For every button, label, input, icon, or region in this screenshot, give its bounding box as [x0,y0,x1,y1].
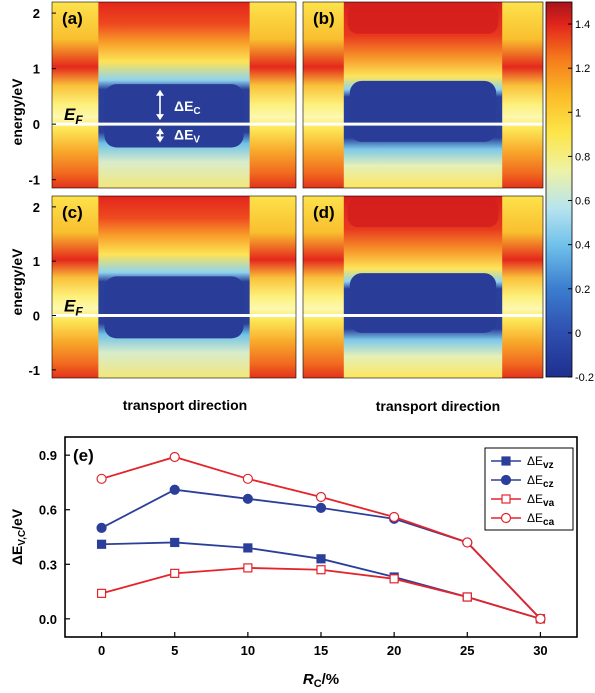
data-point-circle [500,512,512,524]
heatmap-ytick: 0 [33,117,40,132]
heatmap-frame [51,1,297,189]
colorbar-tick-label: 0.2 [575,284,590,296]
data-point-circle [169,451,180,463]
data-point-square [316,554,326,564]
colorbar-tick-label: 0 [575,328,581,340]
xtick-label: 10 [241,643,255,658]
xtick-label: 30 [533,643,547,658]
heatmap-ytick: -1 [28,363,40,378]
xtick-label: 15 [314,643,328,658]
data-point-square [316,565,326,575]
heatmap-frame [302,195,544,379]
xaxis-label: RC/% [303,671,339,690]
panel-label-e: (e) [73,446,94,465]
panel-label: (d) [313,203,335,222]
colorbar-tick-label: 0.4 [575,240,590,252]
data-point-circle [96,473,107,484]
heatmap-panel-1: (b) [302,1,544,189]
data-point-circle [169,484,180,495]
data-point-circle [535,613,546,624]
data-point-circle [242,493,253,504]
heatmap-xlabel-left: transport direction [123,397,247,413]
colorbar-ticks: 1.4 1.2 1 0.8 0.6 0.4 0.2 0 -0.2 [568,19,594,384]
data-point-circle [315,502,327,514]
yaxis-label: ΔEV,C/eV [9,508,28,565]
data-point-square [501,456,511,466]
xtick-label: 0 [98,643,105,658]
series-va [96,563,546,624]
colorbar-tick-label: -0.2 [575,372,594,384]
data-point-square [96,588,107,598]
data-point-square [243,543,253,553]
colorbar-tick-label: 1.2 [575,63,590,75]
arrow-head-icon [156,114,164,121]
ytick-label: 0.9 [39,448,57,463]
arrow-head-icon [156,128,164,135]
heatmap-ytick: 1 [33,254,40,269]
heatmap-ylabel-bottom: energy/eV [9,248,25,316]
arrow-head-icon [156,136,164,143]
band-gap-region [349,273,497,333]
data-point-square [170,568,180,578]
ytick-label: 0.0 [39,612,57,627]
series-ca [96,451,546,624]
series-line [101,567,541,620]
arrow-head-icon [156,89,164,96]
data-point-square [501,494,511,504]
data-point-circle [462,537,473,548]
data-point-square [389,574,399,584]
band-gap-region [104,276,244,339]
heatmap-ytick: -1 [28,173,40,188]
data-point-circle [96,522,107,534]
heatmap-panel-3: (d) [302,195,544,379]
series-vz [96,537,546,624]
line-chart-e: 0 5 10 15 20 25 30 0.0 0.3 0.6 0.9 RC/% ΔEV,C/eV (e) Δ… [9,436,578,690]
heatmap-xlabel-right: transport direction [376,398,500,414]
band-gap-region [104,84,244,148]
data-point-circle [315,491,327,503]
data-point-circle [500,474,512,486]
data-point-square [243,563,253,573]
data-point-square [462,592,472,602]
colorbar-tick-label: 0.8 [575,151,590,163]
xtick-label: 25 [460,643,474,658]
colorbar-tick-label: 0.6 [575,196,590,208]
high-energy-band [347,198,499,228]
series-line [101,541,541,620]
heatmap-frame [51,195,297,379]
heatmap-ytick: 1 [33,62,40,77]
xtick-label: 20 [387,643,401,658]
ytick-label: 0.3 [39,557,57,572]
colorbar-tick-label: 1.4 [575,19,590,31]
colorbar-tick-label: 1 [575,107,581,119]
heatmap-frame [302,1,544,189]
ytick-label: 0.6 [39,503,57,518]
series-line [101,456,542,620]
data-point-square [170,537,180,548]
band-gap-region [349,80,497,142]
heatmap-ytick: 2 [33,6,40,21]
colorbar [545,1,573,378]
panel-label: (c) [62,203,83,222]
heatmap-ytick: 2 [33,200,40,215]
xtick-label: 5 [171,643,178,658]
heatmap-panel-2: (c)210-1EF [28,195,297,379]
data-point-circle [389,511,400,523]
panel-label: (a) [62,9,83,28]
data-point-circle [242,473,253,484]
heatmap-ytick: 0 [33,309,40,324]
high-energy-band [347,4,499,34]
heatmap-ylabel-top: energy/eV [9,78,25,146]
panel-label: (b) [313,9,335,28]
data-point-square [96,539,107,549]
